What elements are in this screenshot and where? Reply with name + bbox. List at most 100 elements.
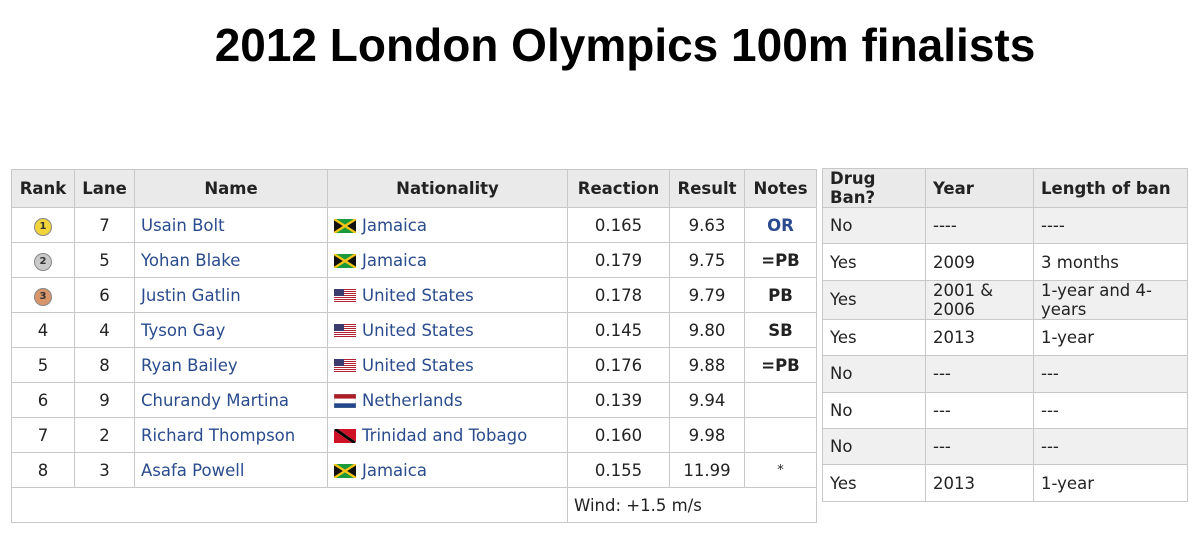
usa-flag-icon (334, 288, 356, 303)
notes-cell: =PB (744, 242, 817, 278)
reaction-cell: 0.165 (567, 207, 670, 243)
result-cell: 9.80 (669, 312, 745, 348)
result-cell: 9.63 (669, 207, 745, 243)
header-reaction[interactable]: Reaction (567, 169, 670, 208)
header-result[interactable]: Result (669, 169, 745, 208)
reaction-cell: 0.179 (567, 242, 670, 278)
nationality-cell: Jamaica (327, 207, 568, 243)
ban-year-cell: ---- (925, 206, 1034, 245)
rank-cell: 8 (11, 452, 75, 488)
wind-info: Wind: +1.5 m/s (567, 487, 817, 523)
drug-ban-cell: No (822, 355, 926, 393)
nationality-cell: Jamaica (327, 242, 568, 278)
drug-ban-cell: Yes (822, 243, 926, 281)
nationality-link[interactable]: Jamaica (362, 250, 427, 270)
notes-cell: PB (744, 277, 817, 313)
bronze-medal-icon: 3 (34, 288, 52, 306)
rank-cell: 7 (11, 417, 75, 453)
athlete-link[interactable]: Yohan Blake (141, 250, 241, 270)
table-row: No --- --- (822, 355, 1188, 393)
name-cell: Asafa Powell (134, 452, 328, 488)
header-name[interactable]: Name (134, 169, 328, 208)
table-row: 8 3 Asafa Powell Jamaica 0.155 11.99 * (11, 452, 817, 488)
nationality-link[interactable]: Trinidad and Tobago (362, 425, 528, 445)
header-year: Year (925, 168, 1034, 208)
lane-cell: 5 (74, 242, 135, 278)
usa-flag-icon (334, 323, 356, 338)
athlete-link[interactable]: Tyson Gay (141, 320, 226, 340)
rank-cell: 4 (11, 312, 75, 348)
header-rank[interactable]: Rank (11, 169, 75, 208)
ban-length-cell: --- (1033, 355, 1188, 393)
table-row: No --- --- (822, 427, 1188, 466)
reaction-cell: 0.139 (567, 382, 670, 418)
jamaica-flag-icon (333, 217, 357, 234)
nationality-cell: United States (327, 312, 568, 348)
athlete-link[interactable]: Ryan Bailey (141, 355, 238, 375)
ban-length-cell: --- (1033, 391, 1188, 429)
rank-cell: 6 (11, 382, 75, 418)
result-cell: 9.88 (669, 347, 745, 383)
header-lane[interactable]: Lane (74, 169, 135, 208)
athlete-link[interactable]: Justin Gatlin (141, 285, 241, 305)
table-row: 2 5 Yohan Blake Jamaica 0.179 9.75 =PB (11, 242, 817, 278)
lane-cell: 4 (74, 312, 135, 348)
result-cell: 9.94 (669, 382, 745, 418)
nationality-cell: Netherlands (327, 382, 568, 418)
nationality-link[interactable]: United States (362, 285, 474, 305)
reaction-cell: 0.155 (567, 452, 670, 488)
nationality-link[interactable]: United States (362, 320, 474, 340)
result-cell: 9.79 (669, 277, 745, 313)
name-cell: Justin Gatlin (134, 277, 328, 313)
rank-cell: 2 (11, 242, 75, 278)
reaction-cell: 0.176 (567, 347, 670, 383)
result-cell: 9.75 (669, 242, 745, 278)
rank-cell: 1 (11, 207, 75, 243)
nationality-link[interactable]: United States (362, 355, 474, 375)
rank-cell: 3 (11, 277, 75, 313)
drug-ban-cell: No (822, 391, 926, 429)
silver-medal-icon: 2 (34, 253, 52, 271)
nationality-cell: Jamaica (327, 452, 568, 488)
drug-ban-cell: No (822, 427, 926, 466)
drug-ban-cell: No (822, 206, 926, 245)
notes-cell: * (744, 452, 817, 488)
header-notes[interactable]: Notes (744, 169, 817, 208)
ban-year-cell: 2013 (925, 464, 1034, 502)
reaction-cell: 0.160 (567, 417, 670, 453)
lane-cell: 2 (74, 417, 135, 453)
table-row: 4 4 Tyson Gay United States 0.145 9.80 SB (11, 312, 817, 348)
name-cell: Richard Thompson (134, 417, 328, 453)
ban-length-cell: --- (1033, 427, 1188, 466)
gold-medal-icon: 1 (34, 218, 52, 236)
table-row: No ---- ---- (822, 206, 1188, 245)
nationality-link[interactable]: Netherlands (362, 390, 463, 410)
notes-cell: OR (744, 207, 817, 243)
ban-length-cell: 1-year and 4-years (1033, 279, 1188, 320)
results-table: Rank Lane Name Nationality Reaction Resu… (11, 169, 817, 523)
nationality-link[interactable]: Jamaica (362, 215, 427, 235)
drug-header-row: Drug Ban? Year Length of ban (822, 168, 1188, 208)
ban-year-cell: 2013 (925, 318, 1034, 357)
header-drug-ban: Drug Ban? (822, 168, 926, 208)
athlete-link[interactable]: Churandy Martina (141, 390, 290, 410)
header-nationality[interactable]: Nationality (327, 169, 568, 208)
netherlands-flag-icon (333, 393, 357, 408)
nationality-link[interactable]: Jamaica (362, 460, 427, 480)
athlete-link[interactable]: Asafa Powell (141, 460, 245, 480)
athlete-link[interactable]: Usain Bolt (141, 215, 225, 235)
nationality-cell: United States (327, 277, 568, 313)
notes-cell: =PB (744, 347, 817, 383)
drug-ban-cell: Yes (822, 279, 926, 320)
lane-cell: 3 (74, 452, 135, 488)
usa-flag-icon (334, 358, 356, 373)
header-length: Length of ban (1033, 168, 1188, 208)
name-cell: Ryan Bailey (134, 347, 328, 383)
table-row: Yes 2009 3 months (822, 243, 1188, 281)
ban-year-cell: --- (925, 427, 1034, 466)
ban-length-cell: 1-year (1033, 318, 1188, 357)
results-header-row: Rank Lane Name Nationality Reaction Resu… (11, 169, 817, 208)
athlete-link[interactable]: Richard Thompson (141, 425, 296, 445)
result-cell: 11.99 (669, 452, 745, 488)
table-row: 5 8 Ryan Bailey United States 0.176 9.88 =PB (11, 347, 817, 383)
